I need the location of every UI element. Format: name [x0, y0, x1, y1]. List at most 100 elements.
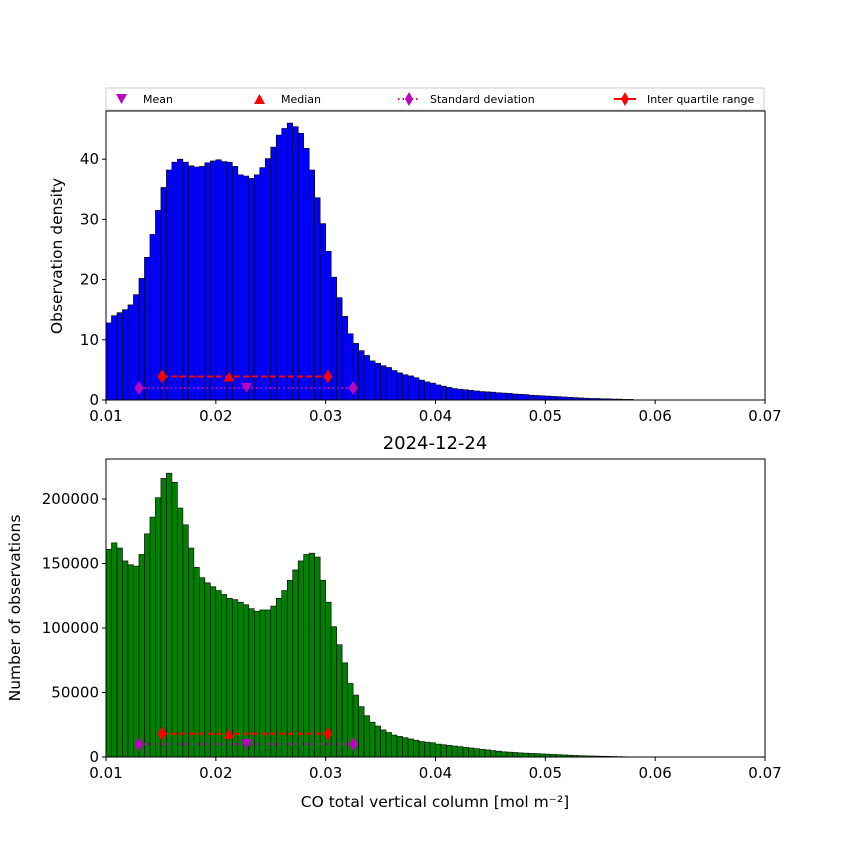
density-bar: [468, 390, 475, 401]
density-bar: [292, 126, 299, 401]
density-bar: [550, 396, 557, 401]
count-bar: [221, 594, 228, 758]
count-bar: [374, 725, 381, 758]
count-median-marker: [223, 728, 235, 739]
legend-iqr-label: Inter quartile range: [647, 93, 754, 106]
count-x-tick-label: 0.05: [529, 764, 562, 782]
density-bar: [484, 391, 491, 401]
density-bar: [506, 393, 513, 401]
count-bar: [446, 745, 453, 758]
density-bar: [242, 175, 250, 401]
density-bar: [144, 257, 151, 401]
count-bar: [380, 729, 387, 758]
density-bar: [418, 379, 425, 401]
density-bar: [473, 390, 480, 401]
count-x-tick-label: 0.01: [89, 764, 122, 782]
density-x-tick-label: 0.02: [199, 407, 232, 425]
density-bar: [391, 370, 398, 401]
density-bar: [297, 132, 305, 401]
count-bar: [303, 554, 310, 758]
density-bar: [501, 392, 508, 401]
count-bar: [308, 552, 315, 758]
density-bar: [286, 122, 294, 401]
density-bar: [319, 223, 326, 401]
count-bar: [440, 744, 447, 758]
count-bar: [534, 753, 541, 758]
count-bar: [429, 742, 436, 758]
density-y-ticks: 0 10 20 30 40: [80, 150, 106, 409]
count-bar: [512, 752, 519, 758]
density-bar: [303, 148, 310, 401]
density-bar: [314, 197, 321, 401]
count-bar: [528, 753, 535, 758]
count-histogram-panel: 2024-12-24 0.01 0.02 0.03 0.04 0.05 0.06 0.07 …: [6, 433, 782, 811]
count-bar: [281, 590, 288, 758]
count-bar: [396, 736, 403, 758]
density-std-low-marker: [134, 380, 144, 395]
density-x-tick-label: 0.05: [529, 407, 562, 425]
density-bar: [528, 394, 535, 401]
count-bar: [479, 748, 486, 758]
count-bar: [297, 560, 305, 758]
density-bar: [166, 169, 173, 401]
count-y-tick-label: 150000: [42, 554, 99, 572]
density-bar: [435, 384, 442, 401]
count-x-tick-label: 0.04: [419, 764, 452, 782]
density-bar: [424, 381, 431, 401]
count-y-tick-label: 200000: [42, 490, 99, 508]
count-bar: [523, 752, 530, 758]
density-y-tick-label: 30: [80, 210, 99, 228]
density-y-tick-label: 20: [80, 271, 99, 289]
density-x-tick-label: 0.01: [89, 407, 122, 425]
density-bar: [374, 362, 381, 401]
count-bar: [484, 749, 491, 758]
count-mean-marker: [241, 739, 253, 750]
count-histogram-title: 2024-12-24: [383, 433, 488, 454]
density-bar: [177, 158, 184, 401]
density-bar: [462, 389, 469, 401]
count-bar: [199, 577, 206, 758]
count-bar: [517, 752, 524, 758]
count-iqr-low-marker: [157, 726, 167, 741]
count-x-axis-label: CO total vertical column [mol m⁻²]: [301, 793, 569, 811]
count-bar: [462, 747, 469, 758]
density-bar: [380, 365, 387, 401]
density-bar: [237, 174, 244, 401]
density-bar: [171, 161, 178, 401]
density-bar: [199, 166, 206, 401]
count-stats-markers: [134, 726, 358, 752]
count-bar: [418, 741, 425, 758]
count-bar: [253, 610, 261, 758]
density-bar: [188, 165, 195, 401]
legend-mean-marker: [116, 94, 127, 104]
count-bar: [473, 748, 480, 758]
density-bar: [193, 166, 200, 401]
density-x-ticks: 0.01 0.02 0.03 0.04 0.05 0.06 0.07: [89, 400, 782, 425]
count-x-tick-label: 0.06: [638, 764, 671, 782]
density-bar: [336, 297, 343, 401]
density-bar: [512, 393, 519, 401]
density-bar: [259, 167, 266, 401]
density-bar: [369, 360, 376, 401]
count-bar: [127, 564, 134, 758]
count-bar: [319, 579, 326, 758]
density-bar: [495, 392, 502, 401]
density-bar: [253, 174, 261, 401]
density-y-tick-label: 0: [89, 391, 99, 409]
count-bar: [259, 609, 266, 758]
count-bar: [369, 721, 376, 758]
legend-std-label: Standard deviation: [430, 93, 535, 106]
legend-mean-label: Mean: [143, 93, 173, 106]
count-std-low-marker: [134, 737, 144, 752]
density-x-tick-label: 0.06: [638, 407, 671, 425]
density-bar: [275, 134, 283, 401]
density-bar: [111, 315, 118, 401]
count-bar: [468, 747, 475, 758]
count-bar: [105, 549, 112, 758]
count-bar: [413, 739, 420, 758]
count-y-axis-label: Number of observations: [6, 515, 24, 702]
count-bar: [133, 565, 140, 758]
density-bar: [451, 388, 458, 401]
density-bar: [446, 387, 453, 401]
